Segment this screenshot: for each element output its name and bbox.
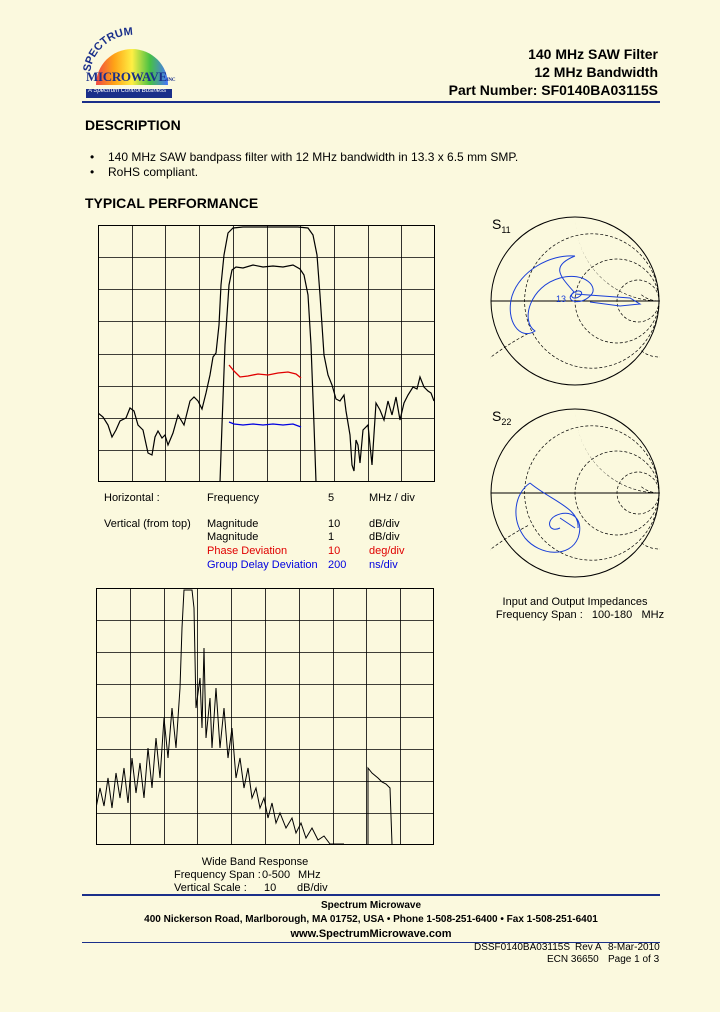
wideband-plot [96, 588, 434, 845]
plot-grid [96, 588, 434, 845]
row-unit: dB/div [369, 518, 400, 530]
row-value: 10 [328, 545, 341, 557]
wideband-trace [96, 589, 344, 845]
page-number: Page 1 of 3 [608, 954, 660, 965]
logo-arc: SPECTRUM [82, 26, 168, 85]
logo-name-text: MICROWAVE [86, 69, 167, 84]
row-value: 10 [328, 518, 341, 530]
smith-chart-s11: 13 [490, 216, 660, 386]
row-unit: ns/div [369, 559, 398, 571]
logo-bar [86, 89, 172, 98]
plot-frame [96, 588, 434, 845]
s22-letter: S [492, 408, 502, 424]
scale-label: Vertical Scale : [174, 882, 247, 894]
smith-grid-line [575, 216, 660, 301]
s11-letter: S [492, 216, 502, 232]
smith-caption-1: Input and Output Impedances [502, 596, 648, 608]
part-number: Part Number: SF0140BA03115S [448, 82, 658, 98]
s11-label: S11 [492, 216, 511, 235]
smith-grid-line [631, 301, 660, 357]
bullet-item: • 140 MHz SAW bandpass filter with 12 MHz… [90, 150, 519, 164]
smith-grid-line [631, 437, 660, 493]
wideband-trace-tail [367, 766, 393, 845]
row-unit: deg/div [369, 545, 405, 557]
row-value: 1 [328, 531, 335, 543]
doc-id: DSSF0140BA03115S [474, 942, 570, 953]
smith-grid-line [490, 408, 660, 493]
scale-value: 10 [264, 882, 277, 894]
smith-caption-2: Frequency Span : 100-180 MHz [495, 609, 665, 621]
group-delay-trace [228, 421, 302, 428]
row-name: Phase Deviation [207, 545, 288, 557]
vertical-label: Vertical (from top) [104, 518, 191, 530]
row-value: 200 [328, 559, 347, 571]
s22-trace [515, 482, 581, 553]
horizontal-label: Horizontal : [104, 492, 160, 504]
span-label: Frequency Span : [174, 869, 261, 881]
s11-sub: 11 [501, 224, 511, 235]
bandwidth-title: 12 MHz Bandwidth [534, 64, 658, 80]
s22-label: S22 [492, 408, 511, 427]
footer-rule [82, 894, 660, 896]
passband-plot [98, 225, 435, 482]
smith-grid-line [490, 493, 660, 578]
row-unit: dB/div [369, 531, 400, 543]
logo-inc: INC [166, 78, 176, 83]
magnitude-1db-trace [219, 264, 317, 482]
doc-date: 8-Mar-2010 [608, 942, 660, 953]
smith-chart-s22 [490, 408, 660, 578]
plot-frame [98, 225, 435, 482]
magnitude-10db-trace [98, 226, 435, 472]
smith-grid-s22 [490, 408, 660, 578]
horizontal-value: 5 [328, 492, 335, 504]
description-heading: DESCRIPTION [85, 117, 181, 133]
bullet-text: RoHS compliant. [108, 165, 199, 179]
s22-sub: 22 [501, 416, 512, 427]
span-unit: MHz [298, 869, 321, 881]
footer-website[interactable]: www.SpectrumMicrowave.com [290, 928, 452, 940]
header-rule [82, 101, 660, 103]
horizontal-name: Frequency [207, 492, 259, 504]
performance-heading: TYPICAL PERFORMANCE [85, 195, 259, 211]
s11-marker-text: 13 [556, 294, 566, 304]
row-name: Magnitude [207, 518, 259, 530]
bullet-text: 140 MHz SAW bandpass filter with 12 MHz … [108, 150, 519, 164]
smith-grid-line [490, 301, 660, 386]
phase-deviation-trace [228, 364, 302, 379]
bullet-item: • RoHS compliant. [90, 165, 199, 179]
plot-grid [98, 225, 435, 482]
footer-company: Spectrum Microwave [320, 900, 422, 911]
revision: Rev A [575, 942, 602, 953]
horizontal-unit: MHz / div [369, 492, 415, 504]
row-name: Magnitude [207, 531, 259, 543]
ecn: ECN 36650 [547, 954, 599, 965]
footer-address: 400 Nickerson Road, Marlborough, MA 0175… [144, 914, 598, 925]
smith-grid-line [575, 408, 660, 493]
scale-unit: dB/div [297, 882, 328, 894]
smith-grid-line [631, 245, 660, 301]
row-name: Group Delay Deviation [207, 559, 318, 571]
s11-trace [509, 255, 642, 334]
wideband-caption: Wide Band Response [201, 856, 309, 868]
smith-grid-line [631, 493, 660, 549]
footer-rule-2 [82, 942, 660, 943]
logo-name: MICROWAVEINC [86, 69, 175, 85]
product-title: 140 MHz SAW Filter [528, 46, 658, 62]
logo-tagline: A Spectrum Control Business [88, 88, 167, 94]
span-value: 0-500 [262, 869, 291, 881]
